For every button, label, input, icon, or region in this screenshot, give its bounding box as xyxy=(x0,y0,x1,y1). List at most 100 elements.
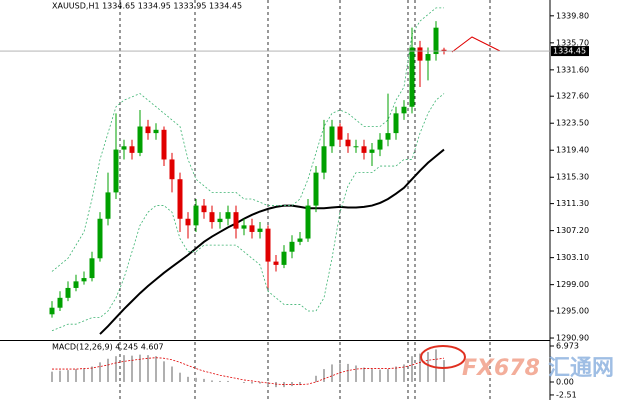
y-tick-label: 1323.50 xyxy=(556,119,589,128)
candle-body xyxy=(377,139,383,150)
candle-body xyxy=(393,113,399,134)
candle-body xyxy=(153,129,159,134)
macd-bar xyxy=(419,353,421,382)
candle-body xyxy=(169,159,175,180)
y-tick-label: 1331.60 xyxy=(556,65,589,74)
candle-body xyxy=(209,212,215,223)
candle-body xyxy=(385,133,391,140)
macd-bar xyxy=(83,368,85,382)
macd-bar xyxy=(219,380,221,382)
candle-body xyxy=(401,106,407,114)
macd-bar xyxy=(347,363,349,382)
y-tick-label: 1303.10 xyxy=(556,253,589,262)
candle-body xyxy=(265,228,271,262)
candle-body xyxy=(105,192,111,219)
y-tick-label: 1315.30 xyxy=(556,173,589,182)
watermark-chinese: 汇通网 xyxy=(548,356,614,381)
candle-body xyxy=(249,225,255,232)
y-tick-label: 1319.40 xyxy=(556,146,589,155)
macd-bar xyxy=(75,369,77,382)
macd-bar xyxy=(267,381,269,387)
candle-body xyxy=(49,307,55,315)
candle-body xyxy=(305,205,311,239)
candle-body xyxy=(161,129,167,160)
macd-bar xyxy=(139,354,141,382)
candle-body xyxy=(257,228,263,232)
macd-bar xyxy=(123,355,125,382)
candle-body xyxy=(353,146,359,148)
candle-body xyxy=(73,281,79,288)
macd-bar xyxy=(435,349,437,382)
forecast-line xyxy=(451,36,501,53)
plot xyxy=(49,7,447,388)
candle-body xyxy=(289,241,295,252)
macd-bar xyxy=(155,356,157,382)
macd-bar xyxy=(427,352,429,382)
macd-bar xyxy=(363,367,365,382)
macd-bar xyxy=(179,372,181,382)
candle-body xyxy=(225,212,231,219)
candle-body xyxy=(441,49,447,52)
y-tick-label: -2.51 xyxy=(556,390,577,399)
candle-body xyxy=(273,261,279,265)
candle-body xyxy=(425,54,431,61)
macd-bar xyxy=(403,364,405,382)
macd-title: MACD(12,26,9) 4.245 4.607 xyxy=(52,343,164,352)
macd-bar xyxy=(251,381,253,384)
y-tick-label: 0.00 xyxy=(556,377,574,386)
macd-signal xyxy=(52,357,445,385)
macd-bar xyxy=(227,380,229,382)
macd-bar xyxy=(387,369,389,382)
macd-bar xyxy=(59,370,61,382)
macd-bar xyxy=(323,369,325,382)
macd-bar xyxy=(291,381,293,387)
candle-body xyxy=(297,238,303,242)
candle-body xyxy=(313,172,319,206)
macd-bar xyxy=(51,371,53,382)
macd-bar xyxy=(371,369,373,382)
macd-bar xyxy=(195,377,197,382)
y-tick-label: 1307.20 xyxy=(556,226,589,235)
candle-body xyxy=(417,47,423,61)
candle-body xyxy=(233,212,239,229)
y-tick-label: 1295.00 xyxy=(556,307,589,316)
candle-body xyxy=(137,126,143,153)
macd-bar xyxy=(147,355,149,382)
candle-body xyxy=(361,146,367,153)
macd-bar xyxy=(131,355,133,382)
candle-body xyxy=(409,47,415,107)
macd-bar xyxy=(395,366,397,382)
macd-bar xyxy=(67,370,69,382)
period-separators xyxy=(119,0,491,400)
macd-bar xyxy=(443,360,445,382)
candle-body xyxy=(57,297,63,308)
macd-bar xyxy=(91,366,93,382)
macd-bar xyxy=(299,381,301,386)
candle-body xyxy=(65,287,71,298)
candle-body xyxy=(369,149,375,153)
macd-bar xyxy=(355,365,357,382)
macd-bar xyxy=(163,361,165,382)
candle-body xyxy=(201,205,207,213)
y-tick-label: 1290.90 xyxy=(556,334,589,343)
highlight-circle xyxy=(420,345,466,369)
macd-bar xyxy=(331,364,333,382)
macd-bar xyxy=(107,358,109,382)
macd-bar xyxy=(203,378,205,382)
macd-bar xyxy=(411,356,413,382)
candle-body xyxy=(185,218,191,226)
macd-bar xyxy=(187,376,189,382)
candle-body xyxy=(145,126,151,134)
candle-body xyxy=(433,27,439,55)
candle-body xyxy=(329,126,335,147)
current-price-label: 1334.45 xyxy=(553,47,586,56)
y-tick-label: 1311.30 xyxy=(556,199,589,208)
candle-body xyxy=(113,149,119,193)
candle-body xyxy=(177,179,183,219)
candle-body xyxy=(281,251,287,265)
y-tick-label: 1335.70 xyxy=(556,38,589,47)
y-tick-label: 1327.60 xyxy=(556,92,589,101)
candle-body xyxy=(129,146,135,153)
macd-bar xyxy=(211,380,213,382)
